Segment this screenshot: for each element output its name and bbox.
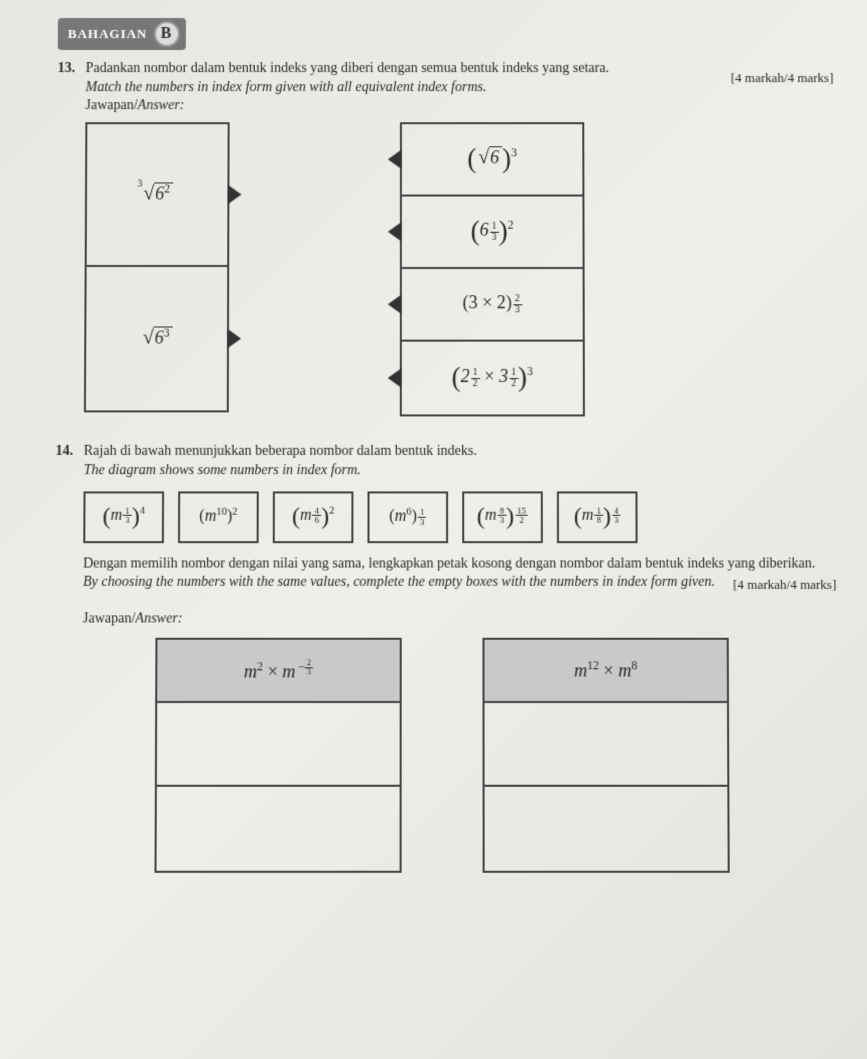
q13-left-column: 3√62 √63 bbox=[84, 122, 230, 412]
q14-table2-blank bbox=[485, 787, 728, 871]
q13-left-cell: √63 bbox=[86, 267, 227, 410]
q14-line2-my: Dengan memilih nombor dengan nilai yang … bbox=[83, 555, 840, 574]
q14-option: (m46)2 bbox=[273, 491, 354, 543]
q14-option: (m6)13 bbox=[367, 491, 448, 543]
q13-right-cell: (√6)3 bbox=[402, 124, 583, 196]
q14-line1-my: Rajah di bawah menunjukkan beberapa nomb… bbox=[84, 443, 840, 462]
q14-number: 14. bbox=[55, 443, 83, 481]
q14-line1-en: The diagram shows some numbers in index … bbox=[84, 462, 840, 481]
q13-text-en: Match the numbers in index form given wi… bbox=[86, 79, 838, 98]
q14-table2-head: m12 × m8 bbox=[484, 640, 727, 703]
arrow-left-icon bbox=[388, 368, 402, 388]
q14-instr2: Dengan memilih nombor dengan nilai yang … bbox=[55, 555, 841, 593]
q14-option: (m18)43 bbox=[557, 491, 638, 543]
q14-answer-label: Jawapan/Answer: bbox=[83, 612, 841, 628]
q14-table1-head: m2 × m −23 bbox=[157, 640, 399, 703]
q13-right-column: (√6)3 (613)2 (3 × 2)23 (212 × 312)3 bbox=[400, 122, 585, 416]
section-label: BAHAGIAN bbox=[68, 26, 148, 42]
q14-options: (m13)4 (m10)2 (m46)2 (m6)13 (m83)152 (m1… bbox=[83, 491, 840, 543]
q14-row: 14. Rajah di bawah menunjukkan beberapa … bbox=[55, 443, 839, 481]
q14-table1-blank bbox=[157, 787, 400, 871]
arrow-left-icon bbox=[388, 149, 402, 169]
arrow-left-icon bbox=[388, 294, 402, 314]
q14-table2-blank bbox=[485, 703, 728, 787]
q14-table-1: m2 × m −23 bbox=[155, 638, 402, 873]
q13-left-cell: 3√62 bbox=[87, 124, 228, 267]
arrow-right-icon bbox=[227, 184, 241, 204]
q13-match-area: 3√62 √63 (√6)3 (613)2 (3 × 2)23 bbox=[84, 122, 840, 416]
q14-option: (m10)2 bbox=[178, 491, 259, 543]
q13-number: 13. bbox=[57, 60, 85, 98]
q14-table1-blank bbox=[157, 703, 400, 787]
q13-right-cell: (613)2 bbox=[402, 196, 583, 268]
section-badge: BAHAGIAN B bbox=[58, 18, 186, 50]
q14-option: (m13)4 bbox=[83, 491, 164, 543]
q13-text-my: Padankan nombor dalam bentuk indeks yang… bbox=[86, 60, 838, 79]
q13-right-cell: (3 × 2)23 bbox=[402, 269, 583, 342]
q14-table-2: m12 × m8 bbox=[482, 638, 729, 873]
q14-line2-en: By choosing the numbers with the same va… bbox=[83, 574, 840, 593]
section-letter: B bbox=[153, 21, 179, 47]
q14-tables: m2 × m −23 m12 × m8 bbox=[155, 638, 843, 873]
arrow-right-icon bbox=[227, 328, 241, 348]
arrow-left-icon bbox=[388, 221, 402, 241]
q13-row: 13. Padankan nombor dalam bentuk indeks … bbox=[57, 60, 837, 98]
q13-answer-label: Jawapan/Answer: bbox=[85, 98, 837, 114]
q14-option: (m83)152 bbox=[462, 491, 543, 543]
q13-right-cell: (212 × 312)3 bbox=[402, 341, 583, 414]
